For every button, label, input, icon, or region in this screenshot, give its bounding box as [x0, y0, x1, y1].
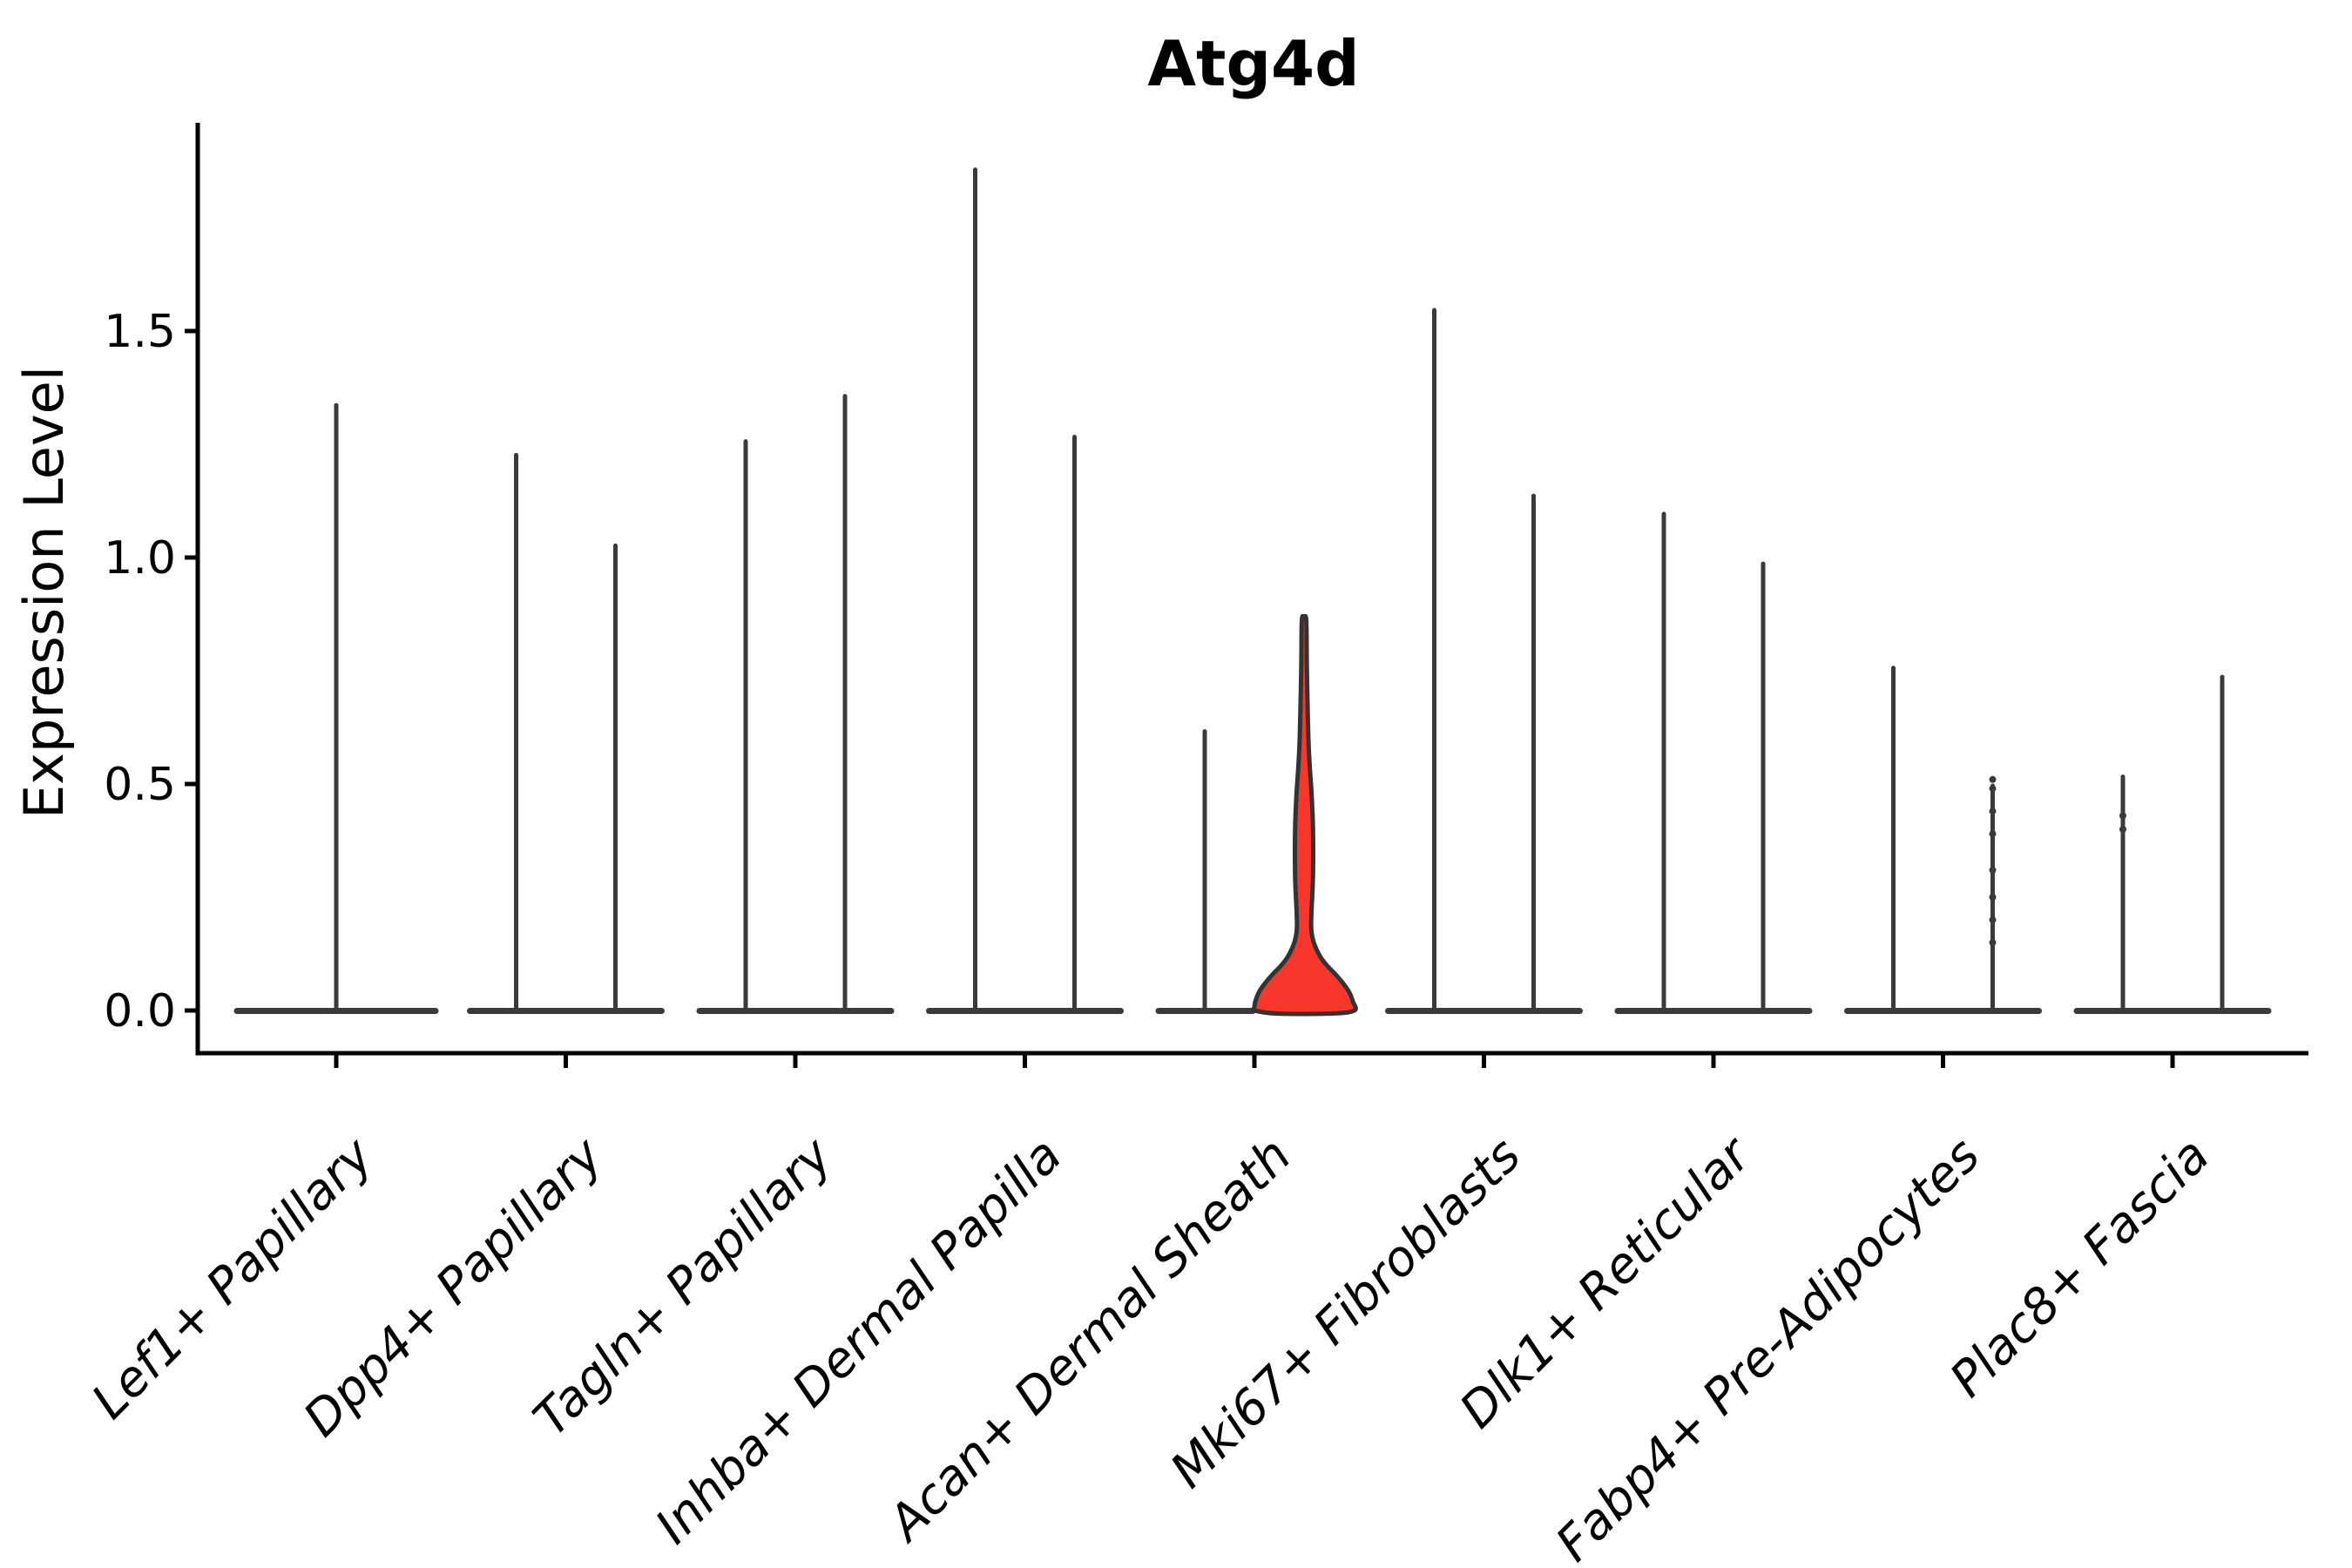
violin-7-right-point-4	[1989, 866, 1997, 874]
violin-7-right-point-0	[1989, 775, 1997, 783]
x-tick-label-7: Fabp4+ Pre-Adipocytes	[1545, 1127, 1990, 1568]
violin-7-right-point-7	[1989, 939, 1997, 946]
y-tick-label-0: 0.0	[104, 985, 176, 1037]
violin-8-left-point-0	[2119, 812, 2126, 820]
violin-4-right-highlighted	[1251, 613, 1358, 1017]
x-tick-label-3: Inhba+ Dermal Papilla	[645, 1127, 1072, 1555]
chart-title: Atg4d	[1147, 27, 1359, 100]
violin-7-right-point-6	[1989, 916, 1997, 923]
violin-7-right-point-2	[1989, 808, 1997, 815]
y-tick-label-3: 1.5	[104, 306, 176, 358]
violin-7-right-point-3	[1989, 830, 1997, 838]
violin-7-right-point-1	[1989, 785, 1997, 793]
y-axis-label: Expression Level	[12, 366, 76, 819]
violin-7-right-point-5	[1989, 894, 1997, 901]
violin-8-left-point-1	[2119, 826, 2126, 833]
y-tick-label-2: 1.0	[104, 532, 176, 585]
x-tick-label-4: Acan+ Dermal Sheath	[876, 1127, 1302, 1553]
y-tick-label-1: 0.5	[104, 759, 176, 811]
